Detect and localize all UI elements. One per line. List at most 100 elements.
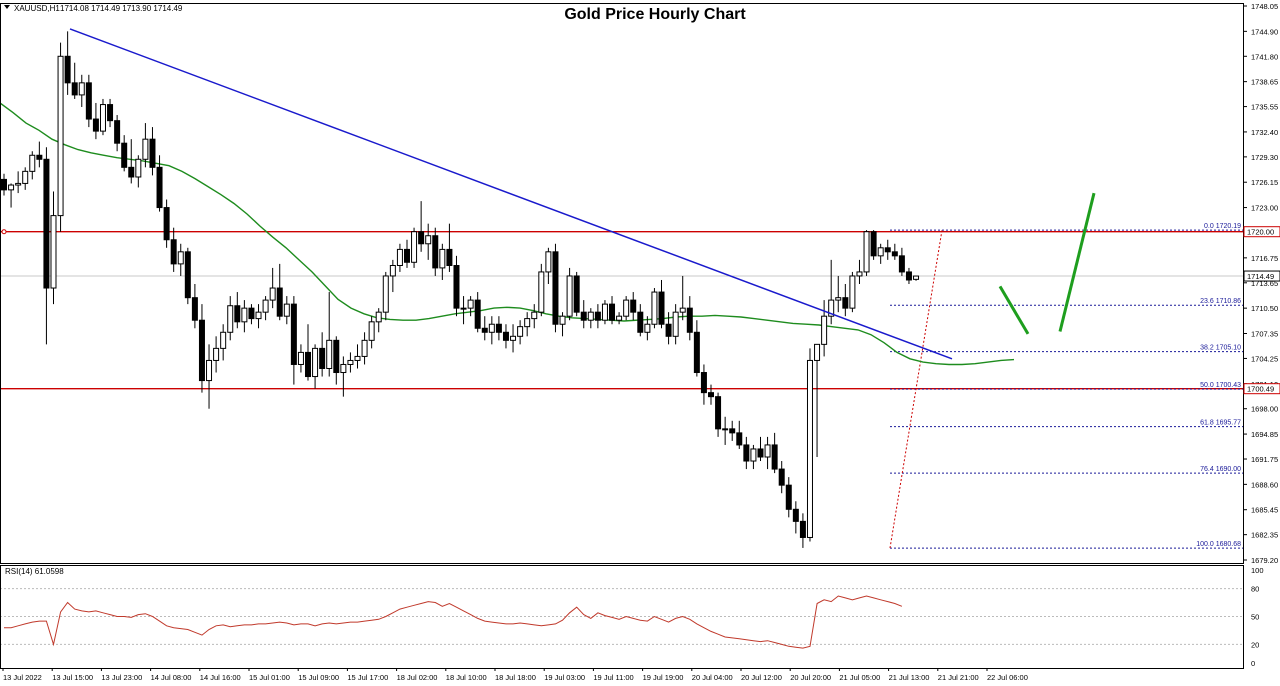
bullish-candle-body [262, 299, 269, 313]
bullish-candle-body [255, 311, 262, 320]
candle [85, 74, 92, 128]
bullish-candle-body [368, 321, 375, 341]
candle [679, 275, 686, 321]
moving-average-line [0, 102, 1015, 366]
bullish-candle-body [312, 347, 319, 378]
bearish-candle-body [114, 120, 121, 144]
price-tick-label: 1735.55 [1251, 103, 1278, 112]
price-tick-label: 1744.90 [1251, 27, 1278, 36]
candle [425, 223, 432, 260]
bearish-candle-body [736, 432, 743, 446]
bullish-candle-body [347, 359, 354, 365]
bullish-candle-body [828, 299, 835, 317]
candle [580, 300, 587, 329]
candle [517, 320, 524, 345]
bullish-candle-body [375, 311, 382, 323]
candle [92, 102, 99, 140]
candle [411, 227, 418, 268]
price-panel-frame [0, 3, 1244, 564]
candle [630, 292, 637, 321]
bearish-candle-body [884, 247, 891, 253]
candle [545, 247, 552, 285]
candle [220, 324, 227, 361]
candle [821, 300, 828, 357]
fib-level-label: 100.0 1680.68 [1196, 541, 1241, 548]
candle [283, 296, 290, 325]
bullish-candle-body [863, 231, 870, 273]
bearish-candle-body [715, 396, 722, 430]
level-anchor-dot [1, 229, 7, 235]
candle [142, 123, 149, 168]
candle [50, 191, 57, 305]
candle [495, 316, 502, 341]
bullish-candle-body [382, 275, 389, 313]
candle [354, 344, 361, 369]
candle [672, 304, 679, 345]
bearish-candle-body [502, 331, 509, 341]
projection-dip-line [998, 285, 1030, 335]
bearish-candle-body [71, 82, 78, 96]
candle [637, 304, 644, 337]
bullish-candle-body [460, 307, 467, 310]
candle [29, 151, 36, 180]
candle [149, 127, 156, 176]
time-tick-label: 20 Jul 04:00 [692, 673, 733, 682]
candle [121, 135, 128, 172]
bullish-candle-body [679, 307, 686, 313]
candle [785, 477, 792, 518]
candle [693, 320, 700, 377]
candle [835, 275, 842, 313]
candle [651, 288, 658, 329]
bearish-candle-body [107, 104, 114, 122]
bearish-candle-body [481, 327, 488, 333]
candle [898, 247, 905, 276]
price-tick-label: 1716.75 [1251, 254, 1278, 263]
candle [99, 98, 106, 136]
symbol-header: XAUUSD,H1 [14, 4, 60, 13]
candle [877, 243, 884, 264]
candle [715, 392, 722, 437]
candle [128, 139, 135, 184]
candle [764, 436, 771, 470]
bearish-candle-body [43, 158, 50, 289]
price-tick-label: 1685.45 [1251, 506, 1278, 515]
candle [177, 243, 184, 276]
candle [156, 155, 163, 212]
rsi-header: RSI(14) 61.0598 [5, 567, 64, 576]
bearish-candle-body [36, 154, 43, 160]
candle [863, 230, 870, 276]
price-tick-label: 1729.30 [1251, 153, 1278, 162]
price-tick-label: 1679.20 [1251, 556, 1278, 565]
bearish-candle-body [842, 297, 849, 309]
time-tick-label: 21 Jul 05:00 [839, 673, 880, 682]
fib-level-label: 23.6 1710.86 [1200, 298, 1241, 305]
price-tick-label: 1707.35 [1251, 329, 1278, 338]
bearish-candle-body [333, 339, 340, 374]
bullish-candle-body [672, 311, 679, 337]
bearish-candle-body [630, 299, 637, 313]
candle [170, 227, 177, 272]
time-tick-label: 13 Jul 23:00 [101, 673, 142, 682]
candle [347, 352, 354, 373]
time-tick-label: 21 Jul 21:00 [938, 673, 979, 682]
candle [750, 444, 757, 470]
time-tick-label: 13 Jul 15:00 [52, 673, 93, 682]
candle [375, 308, 382, 333]
bearish-candle-body [1, 178, 7, 191]
bullish-candle-body [283, 303, 290, 317]
candle [884, 239, 891, 260]
bullish-candle-body [531, 311, 538, 320]
bearish-candle-body [198, 319, 205, 382]
bullish-candle-body [764, 444, 771, 458]
bearish-candle-body [658, 291, 665, 325]
bearish-candle-body [771, 444, 778, 470]
symbol-dropdown-icon[interactable] [4, 5, 10, 9]
bullish-candle-body [750, 448, 757, 462]
candle [234, 292, 241, 329]
candle [446, 223, 453, 272]
candle [778, 461, 785, 494]
time-tick-label: 22 Jul 06:00 [987, 673, 1028, 682]
candle [389, 259, 396, 293]
bearish-candle-body [121, 142, 128, 168]
